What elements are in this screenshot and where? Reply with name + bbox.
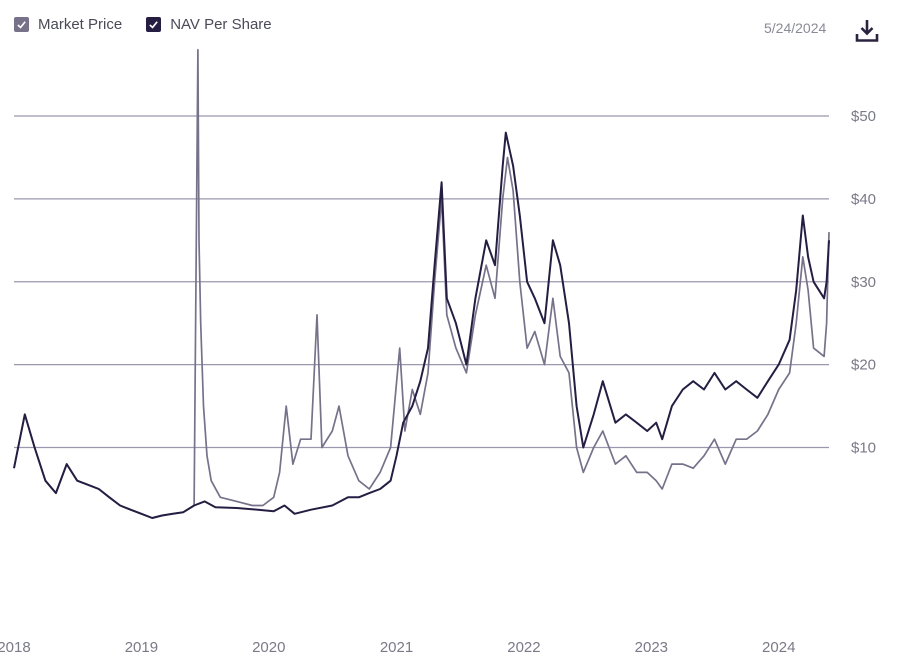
download-button[interactable]	[853, 17, 881, 45]
as-of-date: 5/24/2024	[764, 20, 827, 36]
download-icon	[855, 20, 879, 42]
x-tick-label: 2018	[0, 639, 31, 656]
check-icon	[17, 21, 26, 29]
x-tick-label: 2023	[635, 639, 668, 656]
x-tick-label: 2024	[762, 639, 795, 656]
legend-item-market-price[interactable]: Market Price	[14, 16, 122, 33]
nav-per-share-checkbox[interactable]	[146, 17, 162, 32]
y-tick-label: $30	[851, 274, 876, 291]
series-line-nav-per-share	[13, 131, 830, 519]
y-tick-label: $40	[851, 191, 876, 208]
chart-legend: Market Price NAV Per Share	[14, 16, 272, 33]
y-tick-label: $50	[851, 108, 876, 125]
x-tick-label: 2020	[252, 639, 285, 656]
y-tick-label: $20	[851, 357, 876, 374]
check-icon	[149, 21, 158, 29]
x-tick-label: 2022	[507, 639, 540, 656]
x-tick-label: 2019	[125, 639, 158, 656]
x-tick-label: 2021	[380, 639, 413, 656]
market-price-checkbox[interactable]	[14, 17, 29, 32]
legend-item-nav-per-share[interactable]: NAV Per Share	[146, 16, 272, 33]
legend-label-market-price: Market Price	[38, 16, 123, 33]
y-tick-label: $10	[851, 440, 876, 457]
legend-label-nav-per-share: NAV Per Share	[170, 16, 272, 33]
